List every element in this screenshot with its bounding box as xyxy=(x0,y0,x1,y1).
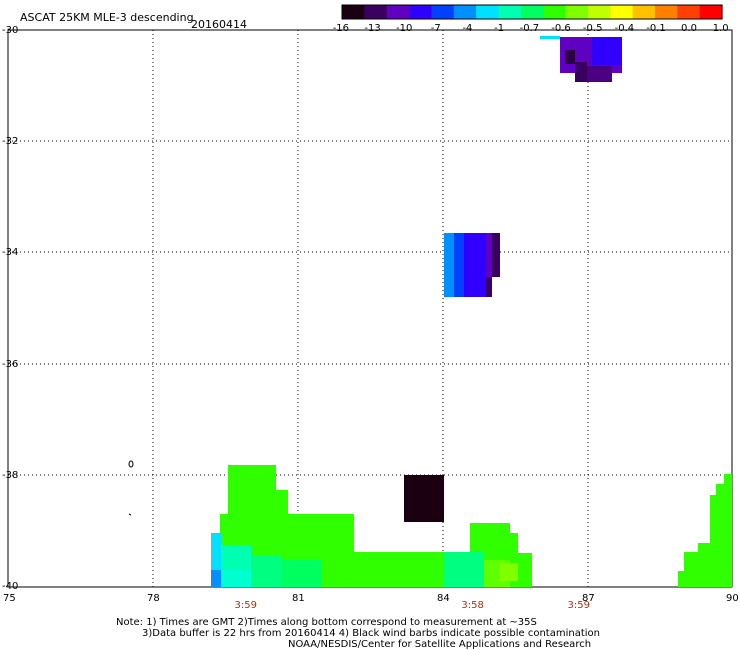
colorbar-segment xyxy=(476,5,500,19)
island-mark xyxy=(128,460,134,468)
cell xyxy=(464,233,486,297)
colorbar-segment xyxy=(699,5,723,19)
colorbar-tick-label: -1 xyxy=(494,23,505,34)
colorbar-tick-label: -0.4 xyxy=(614,23,635,34)
colorbar-tick-label: -0.5 xyxy=(582,23,603,34)
colorbar-segment xyxy=(632,5,656,19)
cell xyxy=(678,571,732,587)
x-label-87: 87 xyxy=(582,593,595,604)
cell xyxy=(500,563,518,581)
note-line-2: 3)Data buffer is 22 hrs from 20160414 4)… xyxy=(142,628,600,639)
swath-top xyxy=(540,36,622,82)
cell xyxy=(710,495,732,543)
cell xyxy=(492,233,500,277)
colorbar-tick-label: -0.1 xyxy=(646,23,666,34)
y-label-40: -40 xyxy=(2,581,19,592)
cell xyxy=(716,484,732,495)
colorbar-tick-label: -4 xyxy=(462,23,473,34)
cell xyxy=(444,233,454,297)
colorbar-tick-label: -13 xyxy=(364,23,381,34)
colorbar-segment xyxy=(409,5,433,19)
x-label-90: 90 xyxy=(726,593,739,604)
colorbar-tick-label: 1.0 xyxy=(712,23,729,34)
colorbar-tick-label: -0.6 xyxy=(551,23,571,34)
map-date: 20160414 xyxy=(191,18,247,31)
cell xyxy=(684,552,732,571)
cell xyxy=(454,233,464,297)
note-line-1: Note: 1) Times are GMT 2)Times along bot… xyxy=(116,617,537,628)
colorbar-segment xyxy=(342,5,365,19)
colorbar xyxy=(342,5,723,19)
colorbar-segment xyxy=(654,5,678,19)
black-marks xyxy=(128,460,134,516)
swath-time-label: 3:58 xyxy=(461,600,484,611)
cell xyxy=(510,533,518,587)
colorbar-segment xyxy=(543,5,567,19)
plot-frame xyxy=(7,29,733,588)
y-label-32: -32 xyxy=(2,136,19,147)
colorbar-segment xyxy=(565,5,589,19)
x-label-75: 75 xyxy=(3,593,16,604)
cell xyxy=(540,36,560,39)
colorbar-tick-label: -7 xyxy=(430,23,441,34)
y-label-38: -38 xyxy=(2,470,19,481)
colorbar-segment xyxy=(431,5,455,19)
swath-mid xyxy=(444,233,500,297)
barb-mark xyxy=(128,513,132,516)
gridlines xyxy=(8,30,732,587)
y-label-34: -34 xyxy=(2,247,19,258)
colorbar-segment xyxy=(386,5,410,19)
cell xyxy=(565,50,575,64)
swath-bottom xyxy=(211,465,532,587)
swath-time-label: 3:59 xyxy=(234,600,257,611)
y-label-30: -30 xyxy=(2,25,19,36)
cell xyxy=(724,474,732,484)
cell xyxy=(592,37,622,65)
colorbar-segment xyxy=(520,5,544,19)
colorbar-segment xyxy=(677,5,701,19)
note-line-3: NOAA/NESDIS/Center for Satellite Applica… xyxy=(288,639,592,650)
cell xyxy=(281,560,321,587)
colorbar-segment xyxy=(498,5,522,19)
colorbar-tick-label: 0.0 xyxy=(681,23,697,34)
colorbar-frame xyxy=(341,4,723,20)
x-label-81: 81 xyxy=(292,593,305,604)
colorbar-segment xyxy=(364,5,388,19)
y-label-36: -36 xyxy=(2,359,19,370)
cell xyxy=(211,533,221,587)
x-label-78: 78 xyxy=(147,593,160,604)
x-label-84: 84 xyxy=(437,593,450,604)
cell xyxy=(587,66,612,82)
colorbar-segment xyxy=(587,5,611,19)
colorbar-tick-label: -0.7 xyxy=(519,23,540,34)
map-title: ASCAT 25KM MLE-3 descending xyxy=(20,11,194,24)
cell xyxy=(211,570,221,587)
cell xyxy=(444,552,484,587)
colorbar-segment xyxy=(453,5,477,19)
cell xyxy=(575,62,587,82)
swath-dark-block xyxy=(404,475,444,522)
cell xyxy=(221,570,251,587)
colorbar-tick-label: -16 xyxy=(332,23,350,34)
cell xyxy=(518,553,532,587)
colorbar-segment xyxy=(610,5,634,19)
cell xyxy=(486,277,492,297)
swath-time-label: 3:59 xyxy=(567,600,590,611)
colorbar-tick-label: -10 xyxy=(396,23,413,34)
cell xyxy=(486,233,492,297)
swath-right xyxy=(678,474,732,587)
cell xyxy=(251,556,281,587)
cell xyxy=(330,514,354,587)
cell xyxy=(698,543,732,552)
